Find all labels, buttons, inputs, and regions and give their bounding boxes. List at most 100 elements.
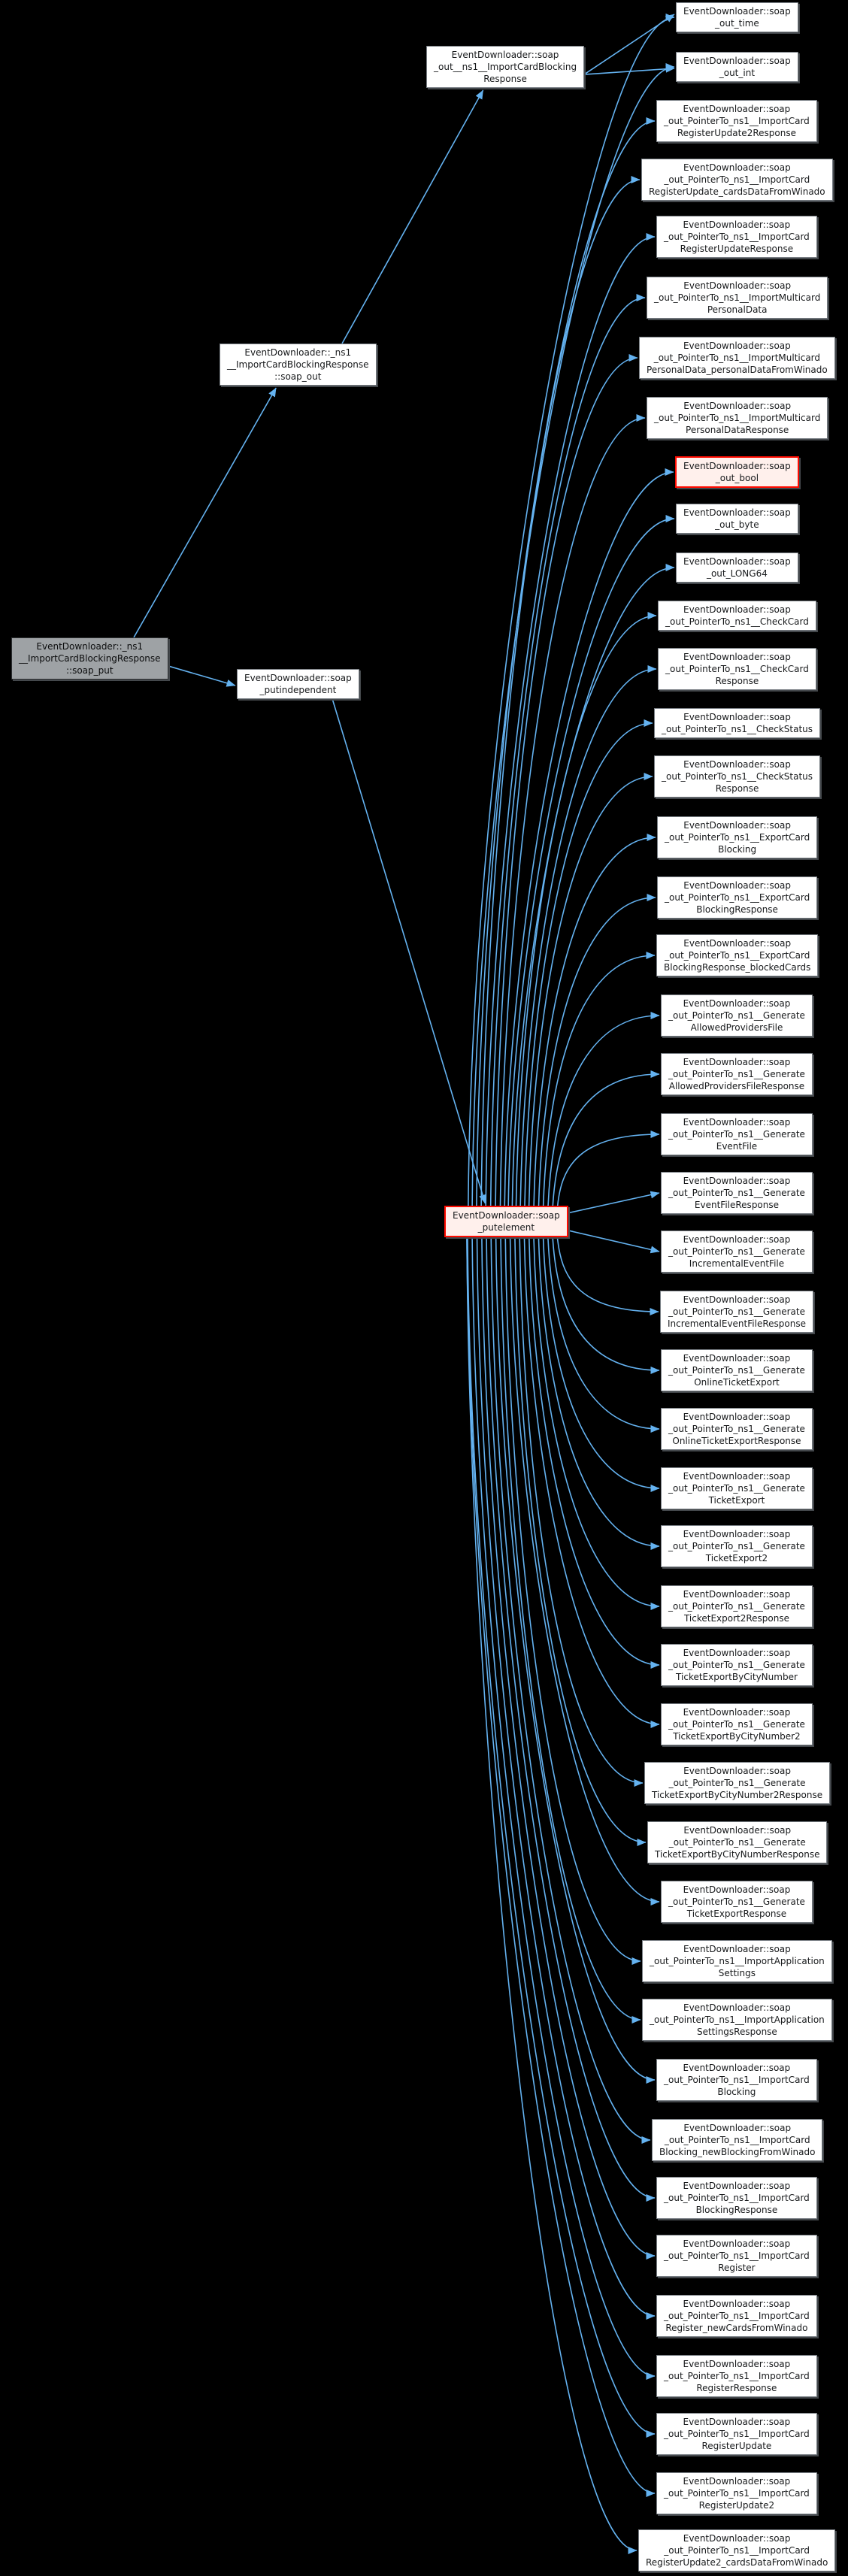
node-label-line: Response xyxy=(715,676,759,686)
graph-node-soap-out-pointerto-ns1-importmulticardpersonaldataresponse[interactable]: EventDownloader::soap _out_PointerTo_ns1_… xyxy=(647,397,828,439)
node-label-line: TicketExportByCityNumber2Response xyxy=(652,1790,823,1800)
node-label-line: EventDownloader::soap xyxy=(683,652,791,662)
node-label-line: EventDownloader::soap xyxy=(683,820,792,831)
graph-node-soap-out-pointerto-ns1-generateonlineticketexport[interactable]: EventDownloader::soap _out_PointerTo_ns1_… xyxy=(661,1349,813,1391)
node-label-line: __ImportCardBlockingResponse xyxy=(227,359,369,370)
node-label-line: EventDownloader::soap xyxy=(683,1529,791,1539)
graph-node-soap-out-pointerto-ns1-checkstatusresponse[interactable]: EventDownloader::soap _out_PointerTo_ns1_… xyxy=(654,755,821,798)
graph-node-soap-out-pointerto-ns1-importcardregister-newcardsfromwinado[interactable]: EventDownloader::soap _out_PointerTo_ns1_… xyxy=(656,2295,817,2337)
graph-node-ns1-importcardblockingresponse-soap-put[interactable]: EventDownloader::_ns1 __ImportCardBlockin… xyxy=(11,637,168,680)
node-label-line: ::soap_out xyxy=(274,371,322,382)
node-label-line: _out_PointerTo_ns1__Generate xyxy=(668,1424,805,1434)
call-edge xyxy=(133,387,277,638)
node-label-line: EventDownloader::soap xyxy=(683,2417,791,2427)
node-label-line: EventDownloader::soap xyxy=(683,1589,791,1600)
graph-node-soap-out-pointerto-ns1-generateticketexportbycitynumber2response[interactable]: EventDownloader::soap _out_PointerTo_ns1_… xyxy=(644,1762,831,1804)
call-edge xyxy=(528,1237,660,1669)
graph-node-soap-out-pointerto-ns1-generateticketexportresponse[interactable]: EventDownloader::soap _out_PointerTo_ns1_… xyxy=(661,1881,813,1923)
node-label-line: TicketExport xyxy=(708,1495,765,1506)
graph-node-soap-out-pointerto-ns1-generateallowedprovidersfileresponse[interactable]: EventDownloader::soap _out_PointerTo_ns1_… xyxy=(661,1053,813,1095)
node-label-line: RegisterUpdate_cardsDataFromWinado xyxy=(649,186,825,197)
node-label-line: _out_PointerTo_ns1__ImportCard xyxy=(664,174,810,185)
graph-node-soap-out-pointerto-ns1-importcardregisterupdateresponse[interactable]: EventDownloader::soap _out_PointerTo_ns1_… xyxy=(656,216,817,258)
node-label-line: SettingsResponse xyxy=(696,2027,777,2037)
call-edge xyxy=(489,294,646,1206)
graph-node-soap-out-time[interactable]: EventDownloader::soap _out_time xyxy=(676,2,798,32)
graph-node-soap-out-pointerto-ns1-importapplicationsettingsresponse[interactable]: EventDownloader::soap _out_PointerTo_ns1_… xyxy=(642,1999,832,2041)
node-label-line: EventDownloader::soap xyxy=(683,1825,792,1836)
graph-node-soap-out-pointerto-ns1-importapplicationsettings[interactable]: EventDownloader::soap _out_PointerTo_ns1_… xyxy=(642,1940,832,1982)
node-label-line: _out_PointerTo_ns1__ImportMulticard xyxy=(654,292,821,303)
node-label-line: BlockingResponse xyxy=(695,2205,778,2215)
graph-node-soap-out-pointerto-ns1-generateonlineticketexportresponse[interactable]: EventDownloader::soap _out_PointerTo_ns1_… xyxy=(661,1408,813,1450)
graph-node-soap-out-pointerto-ns1-importcardregister[interactable]: EventDownloader::soap _out_PointerTo_ns1_… xyxy=(656,2235,817,2277)
call-edge xyxy=(476,117,656,1206)
graph-node-soap-out-pointerto-ns1-generateticketexportbycitynumber2[interactable]: EventDownloader::soap _out_PointerTo_ns1_… xyxy=(661,1703,813,1745)
call-edge xyxy=(538,894,656,1206)
graph-node-soap-out-pointerto-ns1-importmulticardpersonaldata-personaldatafromwinado[interactable]: EventDownloader::soap_out_PointerTo_ns1_… xyxy=(639,337,835,379)
node-label-line: _out_PointerTo_ns1__Generate xyxy=(668,1188,805,1198)
graph-node-soap-out-pointerto-ns1-generateticketexportbycitynumberresponse[interactable]: EventDownloader::soap _out_PointerTo_ns1_… xyxy=(647,1821,828,1863)
graph-node-soap-out-pointerto-ns1-generateticketexportbycitynumber[interactable]: EventDownloader::soap _out_PointerTo_ns1_… xyxy=(661,1644,813,1686)
node-label-line: _out_PointerTo_ns1__ImportApplication xyxy=(650,1956,825,1966)
graph-node-soap-out-pointerto-ns1-importcardregisterupdate2-cardsdatafromwinado[interactable]: EventDownloader::soap _out_PointerTo_ns1_… xyxy=(638,2529,836,2571)
node-label-line: _out_time xyxy=(715,18,759,29)
node-label-line: _out_PointerTo_ns1__ImportCard xyxy=(664,2251,810,2261)
node-label-line: TicketExportByCityNumber2 xyxy=(673,1731,801,1742)
graph-node-soap-out-pointerto-ns1-importcardblocking[interactable]: EventDownloader::soap _out_PointerTo_ns1_… xyxy=(656,2059,817,2101)
call-edge xyxy=(466,1237,638,2554)
node-label-line: _out_PointerTo_ns1__Generate xyxy=(668,1365,805,1376)
call-edge xyxy=(495,1237,656,2084)
node-label-line: TicketExport2Response xyxy=(683,1613,789,1624)
graph-node-soap-putelement[interactable]: EventDownloader::soap _putelement xyxy=(444,1206,568,1237)
graph-node-soap-out-byte[interactable]: EventDownloader::soap _out_byte xyxy=(676,504,798,534)
graph-node-ns1-importcardblockingresponse-soap-out[interactable]: EventDownloader::_ns1 __ImportCardBlockin… xyxy=(220,344,377,386)
node-label-line: TicketExport2 xyxy=(705,1553,768,1563)
graph-node-soap-out-pointerto-ns1-exportcardblocking[interactable]: EventDownloader::soap _out_PointerTo_ns1_… xyxy=(657,816,818,858)
graph-node-soap-out-pointerto-ns1-generateticketexport[interactable]: EventDownloader::soap _out_PointerTo_ns1_… xyxy=(661,1467,813,1509)
graph-node-soap-out-pointerto-ns1-importmulticardpersonaldata[interactable]: EventDownloader::soap _out_PointerTo_ns1_… xyxy=(647,277,828,319)
node-label-line: RegisterUpdate xyxy=(701,2441,772,2451)
graph-node-soap-out-pointerto-ns1-checkcard[interactable]: EventDownloader::soap _out_PointerTo_ns1_… xyxy=(658,601,816,631)
graph-node-soap-out-pointerto-ns1-importcardregisterresponse[interactable]: EventDownloader::soap _out_PointerTo_ns1_… xyxy=(656,2355,817,2397)
graph-node-soap-out-pointerto-ns1-generateeventfileresponse[interactable]: EventDownloader::soap _out_PointerTo_ns1_… xyxy=(661,1172,813,1214)
call-edge xyxy=(568,1230,660,1254)
graph-node-soap-out-pointerto-ns1-checkstatus[interactable]: EventDownloader::soap _out_PointerTo_ns1_… xyxy=(654,708,821,738)
node-label-line: EventDownloader::_ns1 xyxy=(244,347,352,358)
graph-node-soap-out-pointerto-ns1-generateticketexport2[interactable]: EventDownloader::soap _out_PointerTo_ns1_… xyxy=(661,1525,813,1567)
graph-node-soap-putindependent[interactable]: EventDownloader::soap _putindependent xyxy=(237,669,359,699)
node-label-line: _out_PointerTo_ns1__ImportCard xyxy=(664,2075,810,2085)
node-label-line: TicketExportResponse xyxy=(686,1909,787,1919)
node-label-line: EventDownloader::soap xyxy=(683,341,791,351)
node-label-line: EventDownloader::soap xyxy=(683,2533,791,2544)
node-label-line: _out_PointerTo_ns1__Generate xyxy=(668,1483,805,1494)
graph-node-soap-out-pointerto-ns1-generateeventfile[interactable]: EventDownloader::soap _out_PointerTo_ns1_… xyxy=(661,1113,813,1155)
graph-node-soap-out-pointerto-ns1-exportcardblockingresponse[interactable]: EventDownloader::soap _out_PointerTo_ns1_… xyxy=(657,876,818,919)
call-edge xyxy=(499,414,646,1206)
node-label-line: _out_PointerTo_ns1__ExportCard xyxy=(665,832,810,843)
graph-node-soap-out-pointerto-ns1-generateincrementaleventfile[interactable]: EventDownloader::soap _out_PointerTo_ns1_… xyxy=(661,1230,813,1273)
graph-node-soap-out-pointerto-ns1-generateallowedprovidersfile[interactable]: EventDownloader::soap _out_PointerTo_ns1_… xyxy=(661,994,813,1037)
node-label-line: EventDownloader::soap xyxy=(683,2299,791,2309)
graph-node-soap-out-ns1-importcardblockingresponse[interactable]: EventDownloader::soap _out__ns1__ImportCa… xyxy=(426,46,585,88)
graph-node-soap-out-pointerto-ns1-generateticketexport2response[interactable]: EventDownloader::soap _out_PointerTo_ns1_… xyxy=(661,1585,813,1627)
graph-node-soap-out-long64[interactable]: EventDownloader::soap _out_LONG64 xyxy=(676,552,798,583)
graph-node-soap-out-pointerto-ns1-generateincrementaleventfileresponse[interactable]: EventDownloader::soap _out_PointerTo_ns1_… xyxy=(660,1291,813,1333)
graph-node-soap-out-int[interactable]: EventDownloader::soap _out_int xyxy=(676,52,798,82)
node-label-line: EventDownloader::soap xyxy=(683,2002,791,2013)
graph-node-soap-out-pointerto-ns1-importcardblocking-newblockingfromwinado[interactable]: EventDownloader::soap _out_PointerTo_ns1_… xyxy=(652,2119,823,2161)
graph-node-soap-out-pointerto-ns1-checkcardresponse[interactable]: EventDownloader::soap _out_PointerTo_ns1_… xyxy=(658,648,816,690)
node-label-line: IncrementalEventFile xyxy=(689,1258,785,1269)
graph-node-soap-out-pointerto-ns1-importcardregisterupdate-cardsdatafromwinado[interactable]: EventDownloader::soap _out_PointerTo_ns1_… xyxy=(641,159,833,201)
graph-node-soap-out-pointerto-ns1-importcardregisterupdate2response[interactable]: EventDownloader::soap _out_PointerTo_ns1_… xyxy=(656,100,817,142)
graph-node-soap-out-pointerto-ns1-importcardregisterupdate[interactable]: EventDownloader::soap _out_PointerTo_ns1_… xyxy=(656,2413,817,2455)
node-label-line: _out_PointerTo_ns1__ImportMulticard xyxy=(653,353,821,363)
graph-node-soap-out-bool[interactable]: EventDownloader::soap _out_bool xyxy=(675,456,799,488)
graph-node-soap-out-pointerto-ns1-exportcardblockingresponse-blockedcards[interactable]: EventDownloader::soap _out_PointerTo_ns1_… xyxy=(656,934,819,976)
graph-node-soap-out-pointerto-ns1-importcardregisterupdate2[interactable]: EventDownloader::soap _out_PointerTo_ns1_… xyxy=(656,2472,817,2514)
node-label-line: _out_PointerTo_ns1__ImportCard xyxy=(664,2193,810,2203)
node-label-line: PersonalDataResponse xyxy=(686,425,789,435)
graph-node-soap-out-pointerto-ns1-importcardblockingresponse[interactable]: EventDownloader::soap _out_PointerTo_ns1_… xyxy=(656,2177,817,2219)
